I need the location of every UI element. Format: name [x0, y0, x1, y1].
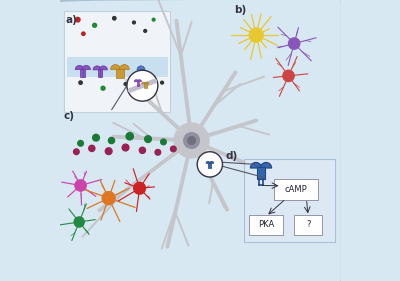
Wedge shape [99, 66, 108, 70]
Circle shape [122, 144, 129, 151]
Circle shape [146, 85, 150, 89]
Bar [98, 69, 102, 77]
Circle shape [101, 86, 105, 90]
Circle shape [139, 147, 146, 153]
FancyBboxPatch shape [249, 215, 283, 235]
Circle shape [249, 28, 263, 42]
Circle shape [197, 152, 222, 177]
Circle shape [127, 70, 158, 101]
Circle shape [161, 139, 166, 145]
FancyBboxPatch shape [274, 179, 318, 200]
Circle shape [174, 123, 209, 158]
Circle shape [108, 137, 114, 144]
Wedge shape [210, 161, 214, 163]
Wedge shape [93, 66, 101, 70]
Wedge shape [137, 66, 145, 70]
Text: d): d) [225, 151, 238, 161]
Circle shape [134, 182, 146, 194]
Circle shape [155, 149, 161, 155]
Bar [208, 163, 211, 168]
Circle shape [105, 148, 112, 155]
Wedge shape [145, 82, 149, 84]
Circle shape [82, 32, 85, 35]
Text: PKA: PKA [258, 220, 274, 229]
Wedge shape [134, 80, 138, 82]
Circle shape [184, 133, 200, 148]
Circle shape [144, 30, 147, 32]
Circle shape [74, 149, 79, 155]
Circle shape [161, 81, 164, 84]
Bar [66, 57, 168, 77]
Circle shape [79, 81, 82, 84]
FancyBboxPatch shape [64, 11, 170, 112]
Bar [257, 167, 265, 179]
Circle shape [74, 217, 84, 227]
Wedge shape [137, 80, 142, 82]
Bar [80, 69, 85, 77]
Text: b): b) [234, 5, 246, 15]
Bar [116, 69, 124, 78]
Circle shape [89, 145, 95, 151]
Wedge shape [75, 65, 84, 70]
Circle shape [102, 192, 115, 205]
Bar [139, 70, 143, 77]
FancyBboxPatch shape [244, 159, 335, 242]
Wedge shape [82, 65, 90, 70]
Circle shape [288, 38, 300, 49]
Circle shape [124, 83, 127, 85]
Circle shape [188, 137, 196, 144]
Wedge shape [206, 161, 210, 163]
Circle shape [152, 18, 155, 21]
Circle shape [75, 180, 86, 191]
Circle shape [78, 140, 83, 146]
Text: cAMP: cAMP [285, 185, 308, 194]
Circle shape [145, 136, 151, 142]
Bar [144, 84, 147, 88]
Circle shape [132, 21, 135, 24]
Bar [137, 82, 139, 87]
Circle shape [76, 17, 80, 22]
Text: ?: ? [306, 220, 310, 229]
Text: c): c) [64, 112, 75, 121]
Wedge shape [110, 65, 120, 69]
Wedge shape [260, 162, 272, 168]
Circle shape [126, 133, 134, 140]
Wedge shape [142, 82, 146, 84]
Circle shape [283, 70, 294, 81]
FancyBboxPatch shape [294, 215, 322, 235]
Circle shape [93, 23, 96, 27]
Text: a): a) [66, 15, 78, 25]
Wedge shape [120, 65, 129, 69]
Circle shape [170, 146, 176, 152]
Circle shape [113, 17, 116, 20]
Circle shape [93, 134, 100, 141]
Wedge shape [250, 162, 262, 168]
